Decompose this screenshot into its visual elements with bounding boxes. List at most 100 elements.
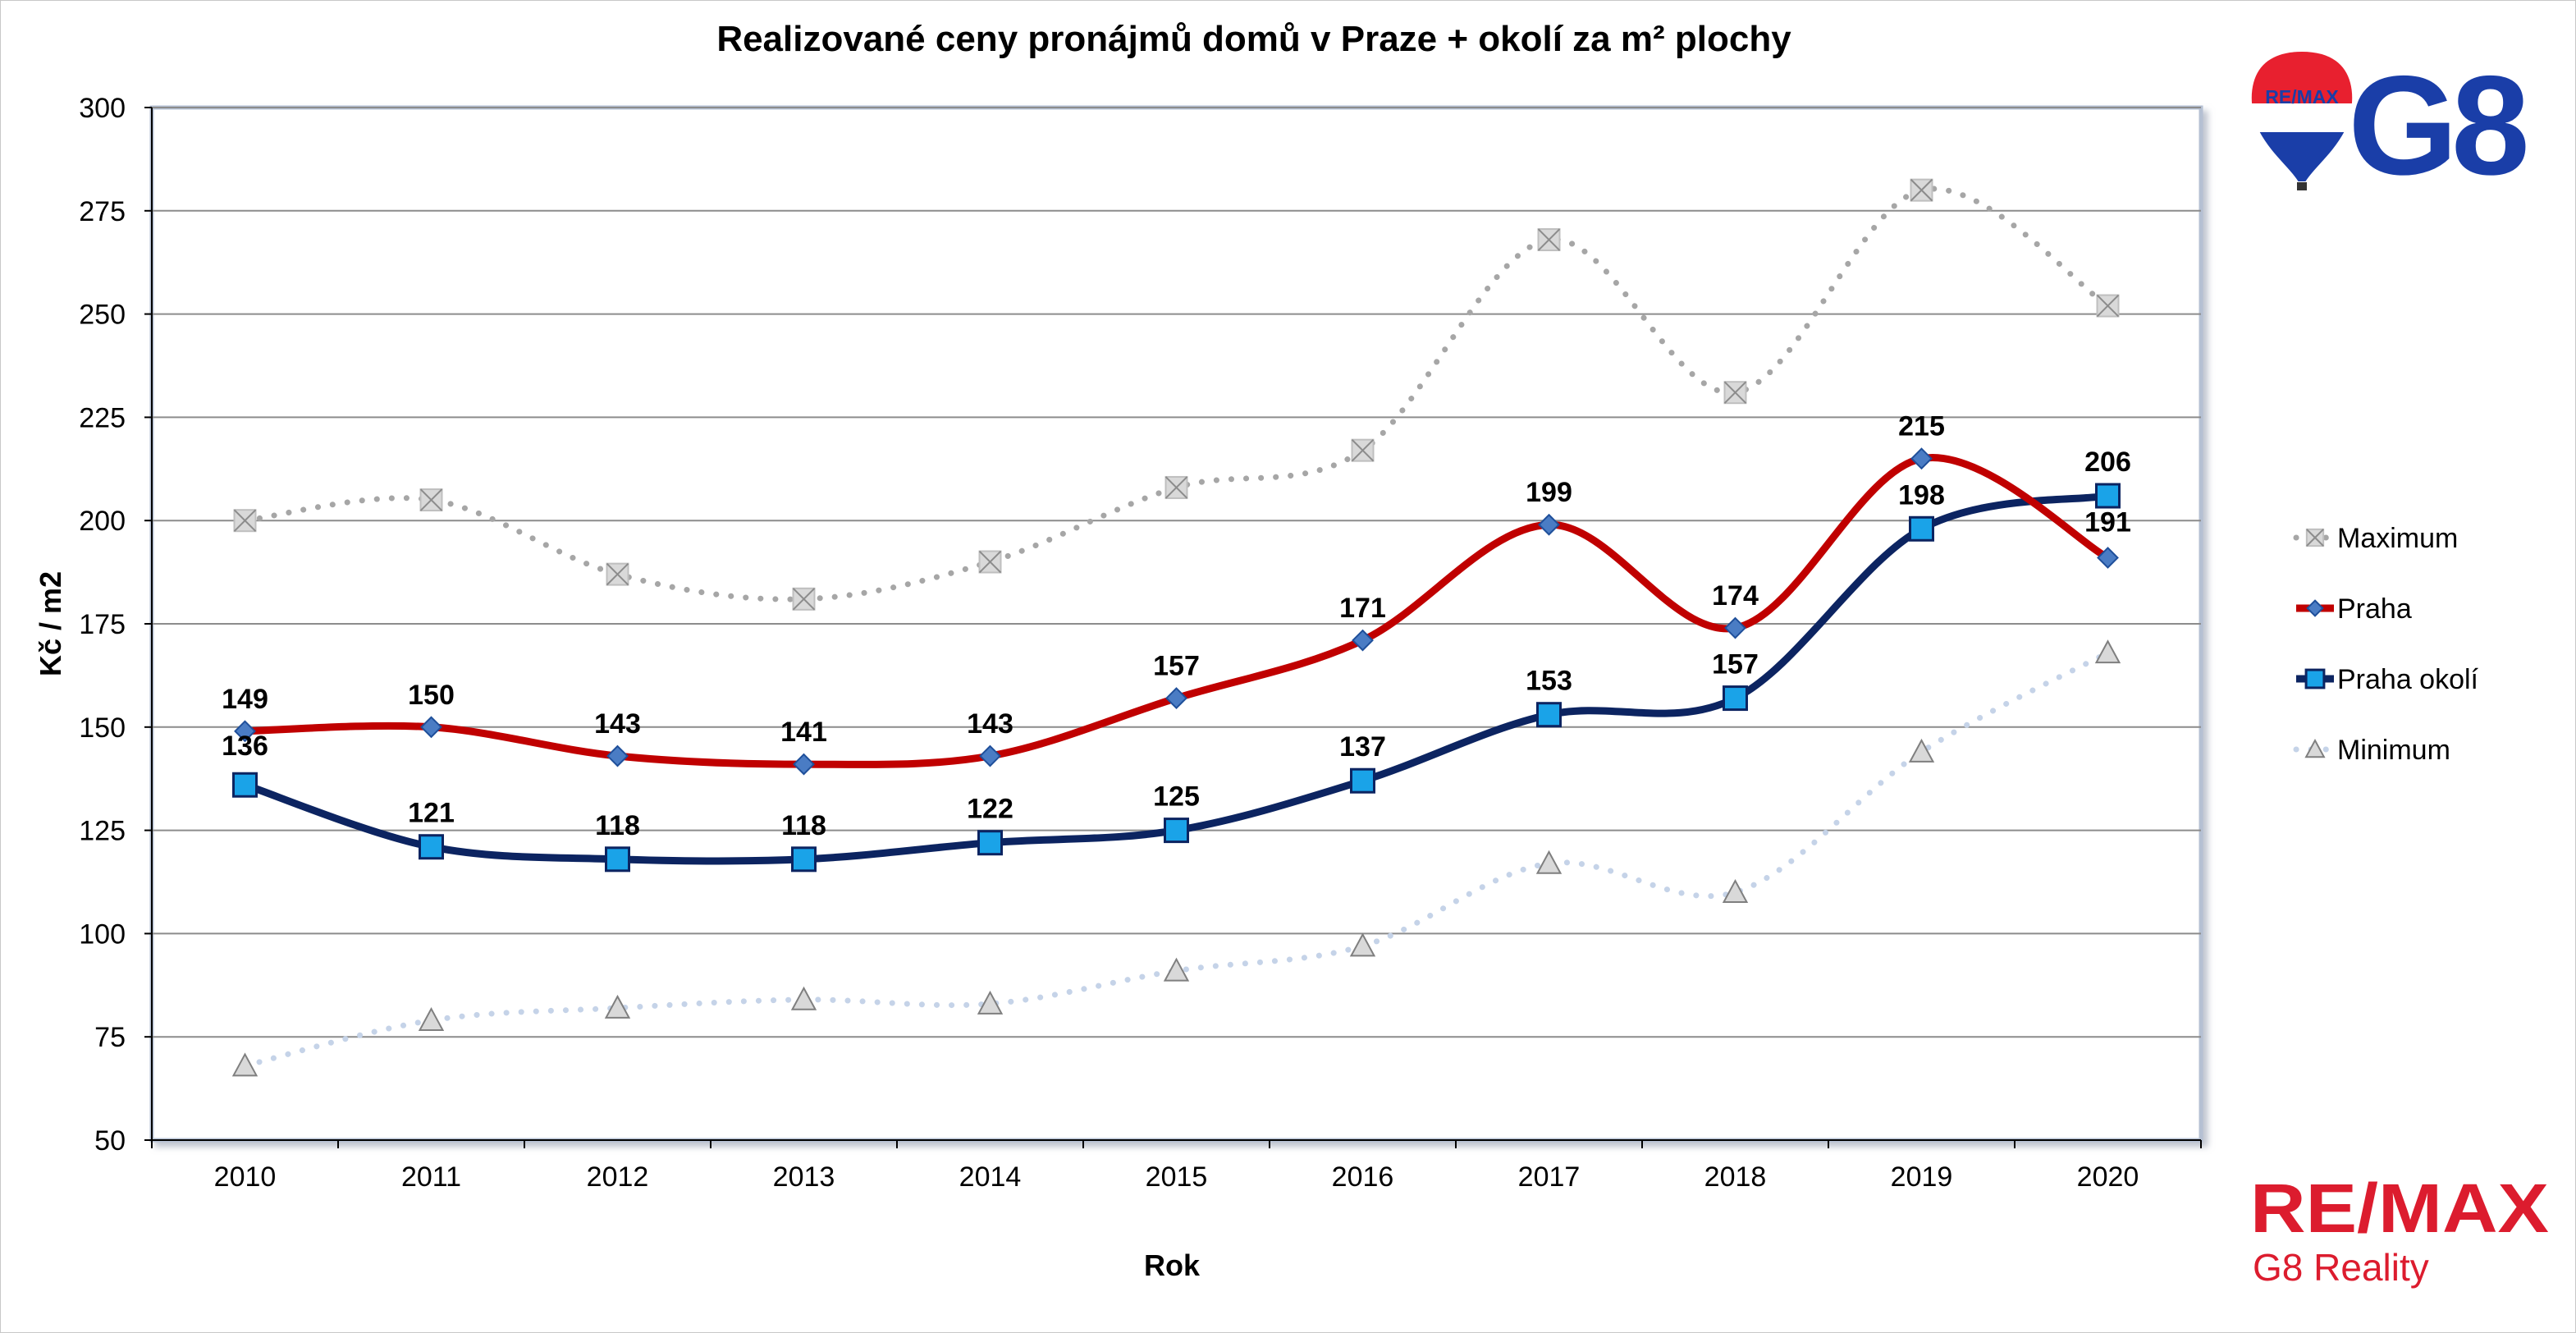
point-marker (1351, 438, 1375, 462)
point-marker (1164, 475, 1188, 499)
point-marker (2305, 528, 2325, 547)
x-tick-label: 2016 (1332, 1161, 1394, 1193)
point-marker (1909, 515, 1934, 542)
data-label: 149 (222, 684, 268, 715)
point-marker (606, 744, 629, 767)
legend-item-praha-okol-: Praha okolí (2296, 664, 2479, 695)
data-label: 121 (408, 798, 455, 829)
legend-label: Praha (2337, 593, 2412, 625)
x-tick-label: 2014 (959, 1161, 1022, 1193)
data-label: 206 (2084, 447, 2131, 478)
legend: Maximum Praha Praha okolí Minimum (2293, 523, 2479, 766)
point-marker (791, 846, 817, 873)
point-marker (1350, 767, 1375, 794)
x-tick-label: 2012 (587, 1161, 649, 1193)
data-label: 198 (1898, 479, 1945, 511)
data-label: 215 (1898, 411, 1945, 442)
x-tick-label: 2020 (2077, 1161, 2139, 1193)
y-tick-label: 100 (79, 918, 126, 950)
point-marker (2097, 547, 2119, 569)
data-labels: 149 150 143 141 143 157 171 199 174 215 191 136 121 1… (222, 411, 2131, 841)
point-marker (231, 1052, 259, 1077)
data-label: 143 (594, 708, 641, 740)
series-line (241, 454, 2112, 768)
y-tick-label: 50 (94, 1125, 126, 1157)
y-tick-label: 175 (79, 609, 126, 640)
y-tick-label: 75 (94, 1022, 126, 1053)
x-tick-label: 2018 (1704, 1161, 1767, 1193)
reality-logo-text: G8 Reality (2253, 1246, 2429, 1289)
series-layer (231, 178, 2121, 1077)
data-label: 118 (781, 810, 826, 841)
remax-reality-logo: RE/MAX G8 Reality (2250, 1170, 2549, 1289)
point-marker (1352, 629, 1374, 652)
y-tick-label: 125 (79, 816, 126, 847)
data-label: 136 (222, 731, 268, 762)
balloon-icon: RE/MAX (2249, 49, 2354, 190)
balloon-text: RE/MAX (2265, 86, 2339, 108)
point-marker (2096, 294, 2120, 318)
data-label: 125 (1153, 781, 1200, 813)
x-tick-label: 2019 (1891, 1161, 1953, 1193)
series-minimum (231, 639, 2121, 1077)
remax-logo-text: RE/MAX (2250, 1170, 2549, 1247)
point-marker (2304, 738, 2326, 758)
point-marker (419, 488, 443, 512)
plot-area (149, 105, 2203, 1143)
chart-title: Realizované ceny pronájmů domů v Praze +… (716, 19, 1791, 59)
point-marker (2306, 599, 2324, 617)
legend-label: Praha okolí (2337, 664, 2479, 695)
point-marker (1910, 178, 1933, 202)
point-marker (604, 994, 631, 1019)
point-marker (1163, 957, 1190, 982)
point-marker (2094, 639, 2121, 664)
point-marker (1349, 932, 1376, 957)
series-praha-okol- (232, 483, 2121, 873)
y-tick-label: 300 (79, 93, 126, 124)
data-label: 150 (408, 680, 455, 711)
point-marker (978, 550, 1002, 574)
axes: 50 75 100 125 150 175 200 225 250 275 300 2010 2011 2… (79, 93, 2202, 1193)
data-label: 137 (1339, 731, 1386, 763)
point-marker (793, 753, 815, 776)
x-tick-label: 2011 (401, 1161, 461, 1193)
series-praha (234, 447, 2119, 776)
data-label: 141 (780, 717, 827, 748)
y-tick-label: 225 (79, 402, 126, 433)
point-marker (977, 830, 1003, 856)
legend-label: Maximum (2337, 523, 2458, 554)
point-marker (792, 587, 816, 611)
point-marker (234, 720, 256, 743)
y-tick-label: 275 (79, 196, 126, 227)
point-marker (1724, 616, 1746, 639)
y-axis-title: Kč / m2 (34, 571, 67, 676)
series-line (242, 186, 2111, 602)
point-marker (1908, 738, 1935, 763)
data-label: 157 (1712, 649, 1759, 680)
point-marker (1910, 447, 1933, 470)
x-axis-title: Rok (1144, 1248, 1201, 1282)
point-marker (1723, 381, 1747, 405)
point-marker (979, 744, 1001, 767)
legend-item-minimum: Minimum (2293, 735, 2450, 766)
y-tick-label: 200 (79, 506, 126, 537)
data-label: 171 (1339, 593, 1386, 624)
point-marker (790, 986, 817, 1010)
x-tick-label: 2017 (1518, 1161, 1581, 1193)
point-marker (2304, 668, 2326, 689)
legend-item-maximum: Maximum (2293, 523, 2458, 554)
point-marker (419, 834, 444, 860)
data-label: 157 (1153, 651, 1200, 682)
point-marker (1165, 687, 1187, 709)
point-marker (1535, 850, 1563, 874)
data-label: 174 (1712, 580, 1759, 612)
point-marker (1537, 228, 1561, 252)
x-tick-label: 2013 (773, 1161, 835, 1193)
x-tick-label: 2015 (1146, 1161, 1208, 1193)
point-marker (1723, 685, 1748, 712)
remax-g8-logo: RE/MAX G8 (2249, 47, 2533, 204)
series-maximum (233, 178, 2120, 611)
point-marker (1536, 702, 1562, 728)
g8-logo-text: G8 (2348, 47, 2526, 204)
data-label: 122 (967, 794, 1013, 825)
